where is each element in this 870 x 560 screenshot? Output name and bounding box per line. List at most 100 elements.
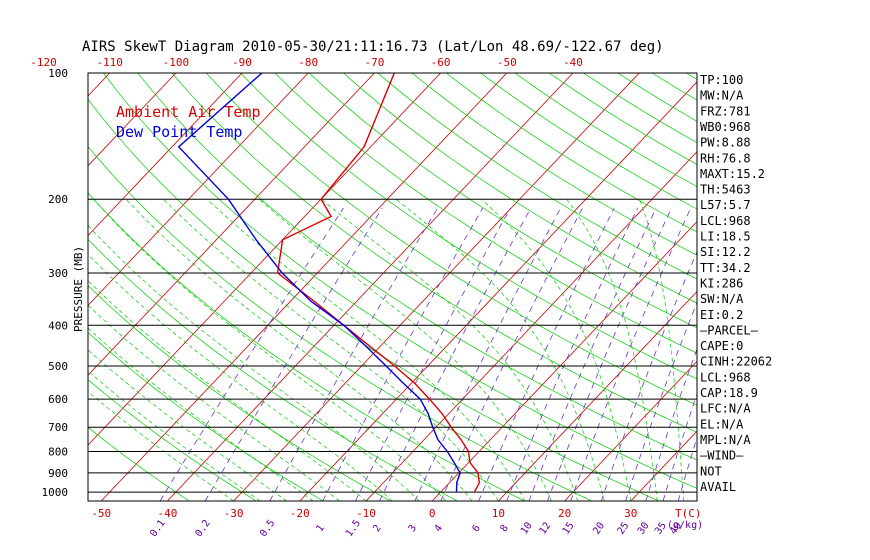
mixing-ratio-line [645, 348, 697, 501]
mixing-ratio-line [570, 207, 692, 501]
pressure-tick-label: 400 [48, 319, 68, 332]
mixing-ratio-tick-label: 20 [591, 520, 607, 536]
pressure-tick-label: 700 [48, 421, 68, 434]
chart-title: AIRS SkewT Diagram 2010-05-30/21:11:16.7… [82, 39, 664, 55]
pressure-tick-label: 800 [48, 446, 68, 459]
bottom-temp-tick-label: 10 [492, 507, 505, 520]
dry-adiabat-line [308, 73, 697, 329]
pressure-tick-label: 500 [48, 360, 68, 373]
mixing-ratio-tick-label: 1 [314, 523, 326, 534]
mixing-ratio-line [379, 207, 532, 501]
index-label: —WIND— [700, 449, 744, 463]
index-label: RH:76.8 [700, 151, 751, 165]
moist-adiabat-line [125, 198, 473, 501]
moist-adiabat-line [88, 304, 340, 501]
index-label: SW:N/A [700, 292, 744, 306]
isotherm-line [88, 73, 243, 237]
bottom-temp-tick-label: 30 [624, 507, 637, 520]
y-axis-label: PRESSURE (MB) [72, 246, 85, 332]
moist-adiabat-line [395, 198, 605, 501]
isotherm-line [498, 290, 697, 501]
index-label: EI:0.2 [700, 308, 743, 322]
isotherm-line [233, 73, 640, 501]
mixing-ratio-unit-label: (g/kg) [667, 520, 703, 531]
mixing-ratio-line [677, 436, 697, 501]
isotherm-line [88, 73, 309, 306]
index-label: NOT [700, 464, 722, 478]
pressure-tick-label: 600 [48, 393, 68, 406]
top-temp-tick-label: -100 [163, 56, 190, 69]
top-temp-tick-label: -40 [563, 56, 583, 69]
moist-adiabat-line [566, 198, 658, 501]
dry-adiabat-line [480, 73, 697, 210]
top-temp-tick-label: -80 [298, 56, 318, 69]
moist-adiabat-line [163, 198, 499, 501]
mixing-ratio-line [600, 250, 697, 501]
legend-dew-point-temp: Dew Point Temp [116, 123, 242, 141]
mixing-ratio-line [269, 207, 438, 501]
dry-adiabat-line [88, 145, 592, 501]
profile-lines [177, 73, 481, 493]
dry-adiabat-line [103, 73, 697, 489]
isotherm-line [100, 73, 508, 501]
mixing-ratio-tick-label: 6 [470, 523, 482, 534]
index-label: TP:100 [700, 73, 743, 87]
index-label: LCL:968 [700, 214, 751, 228]
mixing-ratio-tick-label: 0.1 [148, 518, 167, 539]
dry-adiabat-line [343, 73, 697, 304]
index-label: WB0:968 [700, 120, 751, 134]
index-label: LFC:N/A [700, 402, 751, 416]
mixing-ratio-line [159, 207, 344, 501]
mixing-ratio-tick-label: 2 [371, 523, 383, 534]
dry-adiabat-line [88, 192, 525, 501]
mixing-ratio-tick-label: 25 [616, 520, 632, 536]
moist-adiabat-line [88, 224, 420, 501]
mixing-ratio-tick-label: 30 [636, 520, 652, 536]
bottom-temp-tick-label: -30 [224, 507, 244, 520]
top-temp-tick-label: -50 [497, 56, 517, 69]
mixing-ratio-line [204, 207, 383, 501]
dry-adiabat-line [88, 331, 324, 501]
mixing-ratio-line [528, 207, 657, 501]
mixing-ratio-tick-label: 12 [537, 520, 553, 536]
isotherm-line [88, 73, 375, 376]
plot-frame [87, 72, 698, 502]
bottom-temp-tick-label: -20 [290, 507, 310, 520]
mixing-ratio-line [547, 207, 672, 501]
dry-adiabat-line [411, 73, 697, 256]
mixing-ratio-line [414, 207, 561, 501]
index-label: L57:5.7 [700, 198, 751, 212]
isotherm-line [299, 81, 697, 501]
isotherm-line [167, 73, 574, 501]
dry-adiabat-line [88, 98, 660, 501]
dry-adiabat-line [88, 426, 190, 501]
mixing-ratio-tick-label: 0.2 [193, 518, 212, 539]
isotherm-line [88, 73, 110, 97]
top-temp-axis: -120 -110 -100 -90 -80 -70 -60 -50 -40 [30, 56, 583, 69]
index-label: CAPE:0 [700, 339, 743, 353]
mixing-ratio-line [355, 207, 511, 501]
pressure-tick-label: 100 [48, 67, 68, 80]
index-label: LI:18.5 [700, 230, 751, 244]
index-label: MAXT:15.2 [700, 167, 765, 181]
isotherm-line [0, 73, 44, 501]
index-label: TT:34.2 [700, 261, 751, 275]
bottom-temp-axis: -50 -40 -30 -20 -10 0 10 20 30 [91, 507, 637, 520]
index-label: MPL:N/A [700, 433, 751, 447]
mixing-ratio-line [662, 392, 697, 501]
mixing-ratio-axis: 0.1 0.2 0.5 1 1.5 2 3 4 6 8 10 12 15 20 25 30 35 40 [148, 518, 684, 539]
pressure-axis: 100 200 300 400 500 600 700 800 900 1000 [42, 67, 69, 499]
moist-adiabat-line [206, 198, 526, 501]
isotherm-line [763, 73, 870, 501]
moist-adiabat-line [88, 327, 314, 501]
isotherm-line [564, 360, 697, 501]
pressure-tick-label: 900 [48, 467, 68, 480]
mixing-ratio-tick-label: 8 [498, 523, 510, 534]
mixing-ratio-tick-label: 4 [433, 523, 445, 534]
moist-adiabat-line [93, 198, 446, 501]
index-label: AVAIL [700, 480, 736, 494]
dry-adiabat-line [445, 73, 697, 233]
dry-adiabat-line [651, 73, 697, 101]
index-label: TH:5463 [700, 183, 751, 197]
